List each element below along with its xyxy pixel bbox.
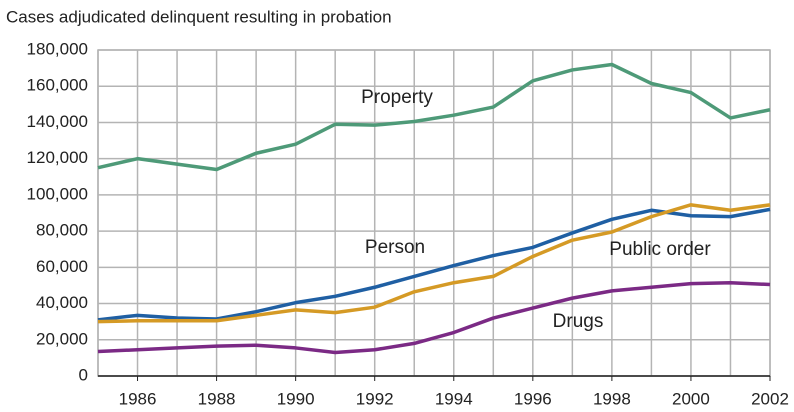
y-tick-label: 120,000 (27, 148, 88, 167)
x-tick-label: 1988 (198, 389, 236, 408)
series-label: Public order (609, 239, 711, 260)
series-label: Person (365, 237, 425, 258)
y-tick-label: 60,000 (36, 257, 88, 276)
y-tick-label: 100,000 (27, 184, 88, 203)
x-tick-label: 1996 (514, 389, 552, 408)
y-tick-label: 160,000 (27, 76, 88, 95)
y-tick-label: 20,000 (36, 329, 88, 348)
y-tick-label: 0 (79, 365, 88, 384)
x-tick-label: 1990 (277, 389, 315, 408)
x-tick-label: 1986 (119, 389, 157, 408)
series-line (97, 280, 771, 355)
chart-title: Cases adjudicated delinquent resulting i… (6, 7, 392, 26)
series-label: Drugs (553, 311, 604, 332)
x-tick-label: 1994 (435, 389, 473, 408)
x-tick-label: 1998 (593, 389, 631, 408)
series-line (97, 62, 771, 172)
x-tick-label: 1992 (356, 389, 394, 408)
x-tick-label: 2002 (751, 389, 789, 408)
series-line (97, 203, 771, 324)
series-label: Property (361, 87, 433, 108)
y-tick-label: 140,000 (27, 112, 88, 131)
series-line (97, 207, 771, 322)
y-tick-label: 80,000 (36, 221, 88, 240)
x-tick-label: 2000 (672, 389, 710, 408)
y-tick-label: 40,000 (36, 293, 88, 312)
y-tick-label: 180,000 (27, 39, 88, 58)
